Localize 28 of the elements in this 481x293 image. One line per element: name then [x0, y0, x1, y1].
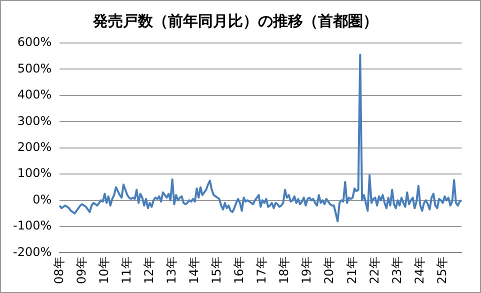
- x-tick-label: 12年: [142, 256, 156, 284]
- x-tick-label: 14年: [187, 256, 201, 284]
- y-tick-label: 500%: [17, 61, 52, 76]
- x-tick-label: 16年: [232, 256, 246, 284]
- y-tick-label: 400%: [17, 88, 52, 102]
- x-tick-label: 11年: [119, 256, 134, 284]
- y-tick-label: 200%: [17, 140, 52, 154]
- y-tick-label: 300%: [17, 114, 52, 128]
- y-tick-label: 0%: [32, 192, 52, 206]
- x-tick-label: 19年: [300, 256, 314, 284]
- chart-title: 発売戸数（前年同月比）の推移（首都圏）: [92, 12, 378, 30]
- y-tick-label: -200%: [12, 244, 52, 259]
- x-tick-label: 20年: [322, 256, 336, 284]
- x-tick-label: 08年: [52, 256, 66, 284]
- x-tick-label: 23年: [390, 256, 404, 284]
- x-tick-label: 21年: [344, 256, 359, 284]
- x-tick-label: 17年: [254, 256, 269, 284]
- x-tick-label: 18年: [277, 256, 292, 284]
- x-tick-label: 10年: [96, 256, 111, 284]
- y-tick-label: -100%: [12, 218, 52, 233]
- x-tick-label: 22年: [367, 256, 382, 284]
- x-tick-label: 09年: [74, 256, 88, 284]
- x-tick-label: 13年: [164, 256, 178, 284]
- x-tick-label: 25年: [434, 256, 449, 284]
- y-tick-label: 600%: [17, 35, 52, 50]
- y-tick-label: 100%: [17, 166, 52, 180]
- x-tick-label: 24年: [412, 256, 426, 284]
- x-tick-label: 15年: [210, 256, 224, 284]
